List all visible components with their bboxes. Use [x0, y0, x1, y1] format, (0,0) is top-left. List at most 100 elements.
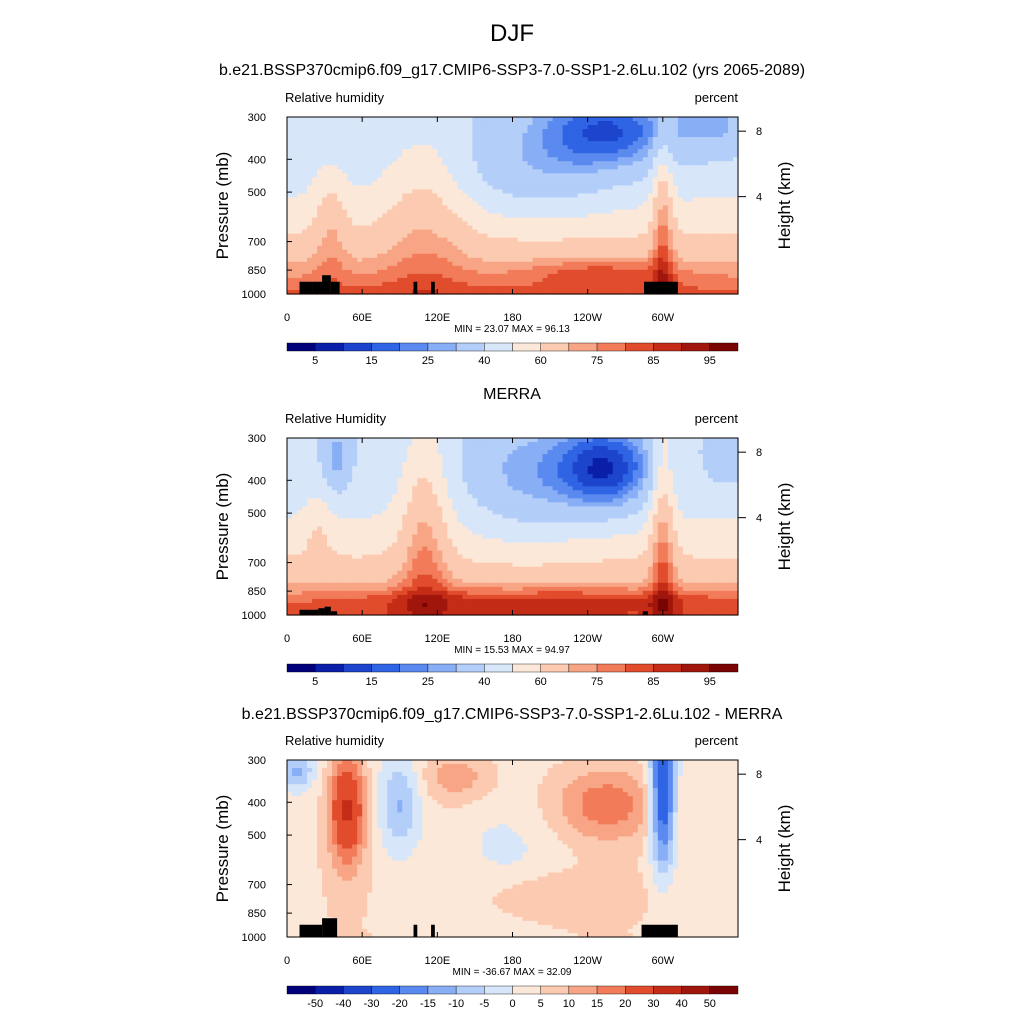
contour-cell	[457, 245, 463, 251]
contour-cell	[452, 450, 458, 455]
contour-cell	[492, 474, 499, 479]
contour-cell	[697, 165, 704, 170]
contour-cell	[367, 245, 373, 251]
contour-cell	[402, 129, 408, 134]
contour-cell	[342, 117, 348, 122]
contour-cell	[292, 237, 298, 243]
contour-cell	[297, 125, 303, 130]
contour-cell	[682, 157, 689, 162]
contour-cell	[592, 133, 599, 138]
contour-cell	[572, 281, 579, 287]
contour-cell	[572, 201, 579, 207]
contour-cell	[732, 237, 739, 243]
contour-cell	[622, 153, 629, 158]
contour-cell	[347, 245, 353, 251]
contour-cell	[292, 277, 298, 283]
contour-cell	[462, 221, 468, 227]
contour-cell	[387, 289, 393, 295]
contour-cell	[457, 474, 463, 479]
contour-cell	[477, 277, 484, 283]
contour-cell	[652, 462, 659, 467]
contour-cell	[577, 277, 584, 283]
contour-cell	[437, 129, 443, 134]
contour-cell	[372, 129, 378, 134]
contour-cell	[592, 201, 599, 207]
contour-cell	[532, 157, 539, 162]
contour-cell	[392, 145, 398, 150]
contour-cell	[357, 145, 363, 150]
contour-cell	[642, 446, 649, 451]
contour-cell	[602, 217, 609, 223]
contour-cell	[307, 285, 313, 291]
contour-cell	[472, 233, 479, 239]
contour-cell	[402, 269, 408, 275]
contour-cell	[712, 225, 719, 231]
contour-cell	[482, 277, 489, 283]
contour-cell	[572, 217, 579, 223]
contour-cell	[527, 249, 534, 255]
contour-cell	[627, 474, 634, 479]
contour-cell	[587, 257, 594, 263]
contour-cell	[577, 466, 584, 471]
contour-cell	[672, 253, 679, 259]
contour-cell	[397, 237, 403, 243]
contour-cell	[417, 225, 423, 231]
contour-cell	[307, 229, 313, 235]
contour-cell	[442, 217, 448, 223]
contour-cell	[612, 454, 619, 459]
contour-cell	[502, 269, 509, 275]
contour-cell	[667, 209, 674, 215]
contour-cell	[717, 249, 724, 255]
contour-cell	[437, 458, 443, 463]
contour-cell	[497, 177, 504, 182]
contour-cell	[467, 245, 474, 251]
contour-cell	[472, 205, 479, 211]
contour-cell	[667, 201, 674, 207]
contour-cell	[617, 141, 624, 146]
contour-cell	[707, 197, 714, 203]
contour-cell	[287, 253, 293, 259]
contour-cell	[317, 141, 323, 146]
contour-cell	[327, 173, 333, 178]
contour-cell	[492, 245, 499, 251]
contour-cell	[287, 189, 293, 195]
contour-cell	[467, 201, 474, 207]
contour-cell	[667, 474, 674, 479]
contour-cell	[427, 133, 433, 138]
contour-cell	[312, 141, 318, 146]
contour-cell	[672, 149, 679, 154]
contour-cell	[677, 438, 684, 443]
contour-cell	[462, 281, 468, 287]
contour-cell	[682, 454, 689, 459]
contour-cell	[297, 145, 303, 150]
contour-cell	[572, 285, 579, 291]
contour-cell	[627, 153, 634, 158]
contour-cell	[617, 173, 624, 178]
contour-cell	[392, 462, 398, 467]
contour-cell	[392, 241, 398, 247]
contour-cell	[287, 145, 293, 150]
contour-cell	[462, 454, 468, 459]
contour-cell	[412, 438, 418, 443]
contour-cell	[687, 161, 694, 166]
contour-cell	[707, 454, 714, 459]
contour-cell	[407, 209, 413, 215]
contour-cell	[387, 470, 393, 475]
contour-cell	[437, 169, 443, 174]
contour-cell	[432, 205, 438, 211]
contour-cell	[677, 153, 684, 158]
contour-cell	[292, 201, 298, 207]
contour-cell	[427, 161, 433, 166]
contour-cell	[457, 466, 463, 471]
contour-cell	[582, 217, 589, 223]
contour-cell	[572, 165, 579, 170]
contour-cell	[307, 261, 313, 267]
contour-cell	[392, 273, 398, 279]
colorbar-label: 85	[647, 355, 659, 367]
contour-cell	[692, 285, 699, 291]
contour-cell	[597, 289, 604, 295]
contour-cell	[367, 454, 373, 459]
contour-cell	[442, 197, 448, 203]
contour-cell	[727, 157, 734, 162]
y-tick-label: 1000	[242, 289, 266, 301]
